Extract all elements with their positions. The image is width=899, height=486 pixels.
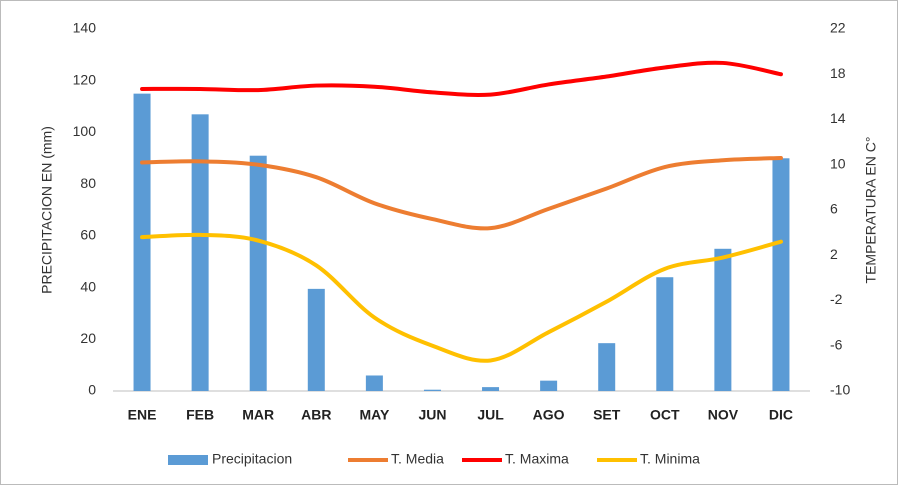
x-tick-label: AGO bbox=[533, 407, 565, 423]
x-tick-label: JUL bbox=[477, 407, 504, 423]
y2-tick-label: 14 bbox=[830, 110, 846, 126]
line bbox=[140, 232, 783, 363]
y-tick-label: 100 bbox=[73, 123, 97, 139]
y2-tick-label: -2 bbox=[830, 291, 843, 307]
y2-tick-label: 18 bbox=[830, 65, 846, 81]
line bbox=[140, 60, 783, 98]
bar bbox=[598, 343, 616, 391]
y2-axis-label: TEMPERATURA EN C° bbox=[863, 137, 879, 284]
legend-swatch bbox=[168, 455, 208, 465]
legend-label: T. Media bbox=[391, 451, 444, 467]
y2-tick-label: 10 bbox=[830, 155, 846, 171]
y-tick-label: 0 bbox=[88, 382, 96, 398]
y-tick-label: 60 bbox=[80, 227, 96, 243]
x-tick-label: DIC bbox=[769, 407, 793, 423]
x-tick-label: MAR bbox=[242, 407, 274, 423]
legend-label: T. Maxima bbox=[505, 451, 569, 467]
x-tick-label: ENE bbox=[128, 407, 157, 423]
x-tick-label: JUN bbox=[418, 407, 446, 423]
y-tick-label: 40 bbox=[80, 278, 96, 294]
bar bbox=[365, 375, 383, 391]
bar bbox=[423, 389, 441, 391]
bar bbox=[714, 248, 732, 391]
bar bbox=[133, 93, 151, 392]
bar bbox=[482, 387, 500, 391]
y-tick-label: 140 bbox=[73, 20, 97, 36]
bar bbox=[772, 158, 790, 391]
y2-tick-label: 2 bbox=[830, 246, 838, 262]
x-tick-label: ABR bbox=[301, 407, 331, 423]
y2-tick-label: 22 bbox=[830, 20, 846, 36]
x-tick-label: SET bbox=[593, 407, 621, 423]
y-tick-label: 20 bbox=[80, 330, 96, 346]
y-tick-label: 120 bbox=[73, 71, 97, 87]
y-axis-label: PRECIPITACION EN (mm) bbox=[39, 126, 55, 294]
x-tick-label: MAY bbox=[359, 407, 389, 423]
bar bbox=[191, 114, 209, 391]
x-tick-label: NOV bbox=[708, 407, 739, 423]
y-tick-label: 80 bbox=[80, 175, 96, 191]
legend-label: Precipitacion bbox=[212, 451, 292, 467]
y2-tick-label: -6 bbox=[830, 336, 843, 352]
y2-tick-label: 6 bbox=[830, 201, 838, 217]
bar bbox=[656, 277, 674, 391]
legend-label: T. Minima bbox=[640, 451, 700, 467]
x-tick-label: FEB bbox=[186, 407, 214, 423]
y2-tick-label: -10 bbox=[830, 382, 850, 398]
bar bbox=[307, 288, 325, 391]
bar bbox=[249, 155, 267, 391]
x-tick-label: OCT bbox=[650, 407, 680, 423]
bar bbox=[540, 380, 558, 391]
line bbox=[140, 155, 783, 231]
